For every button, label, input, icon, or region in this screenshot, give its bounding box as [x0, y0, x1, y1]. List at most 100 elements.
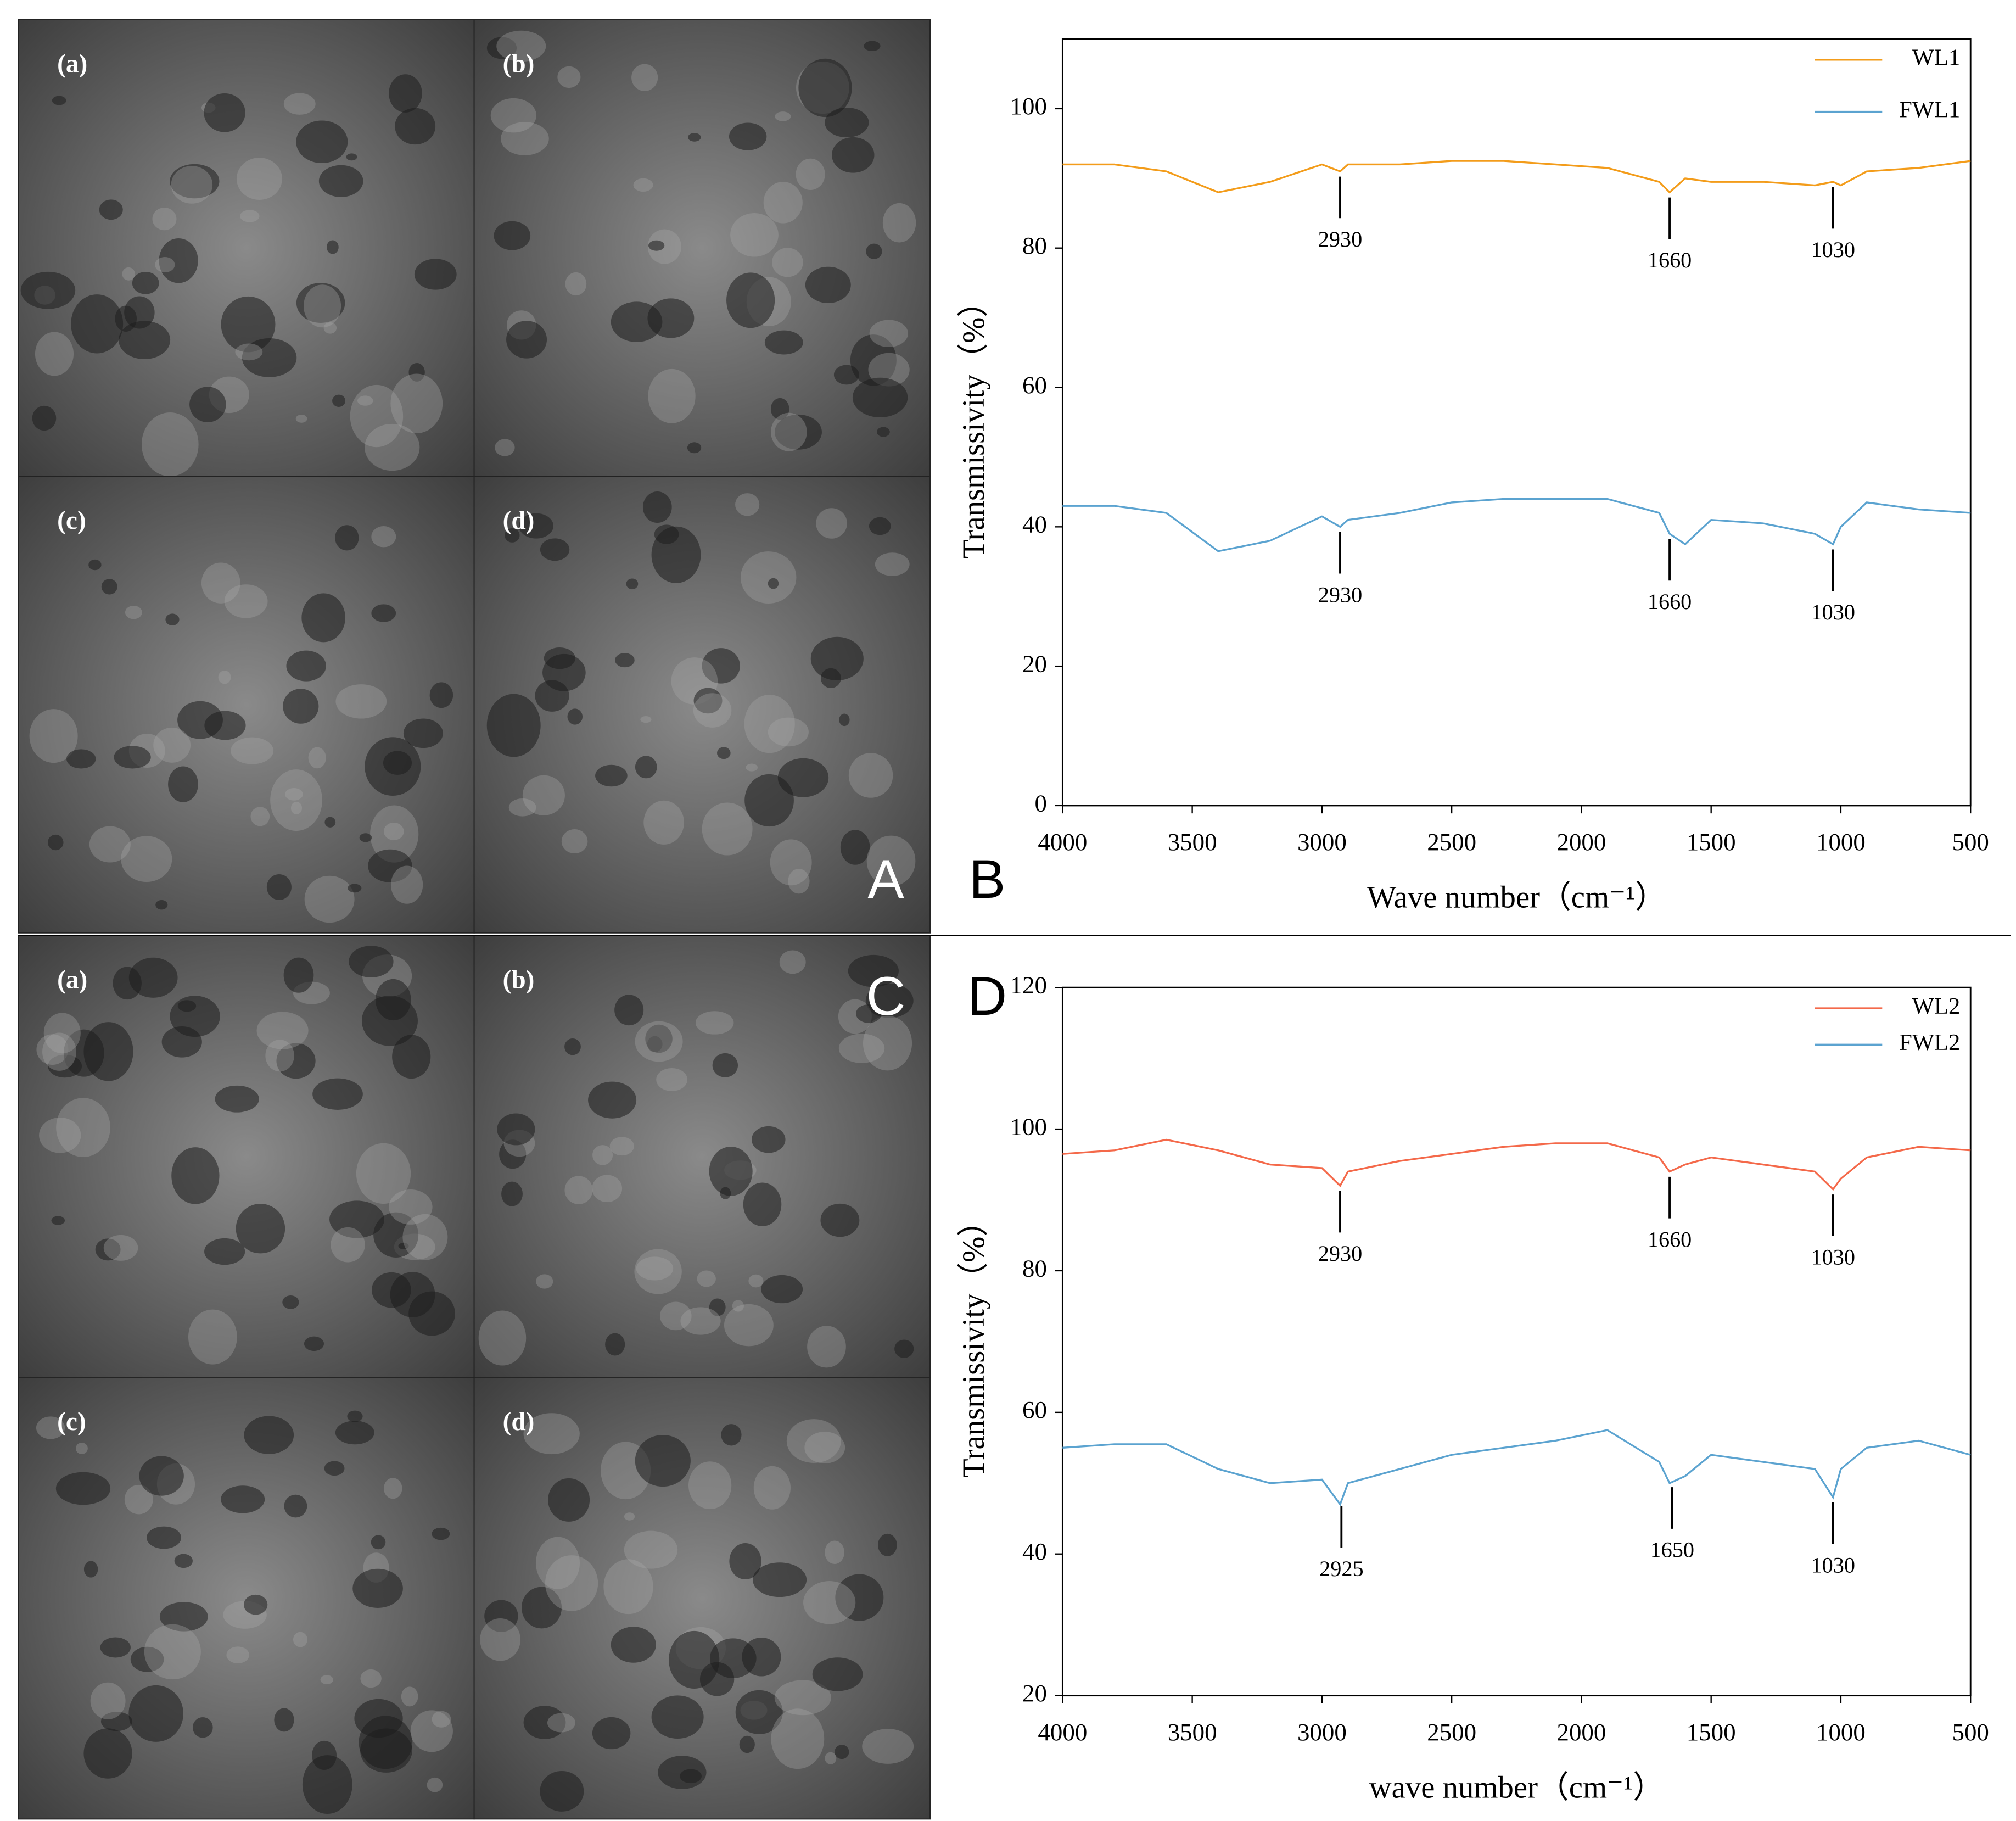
peak-label: 1030 — [1811, 1245, 1855, 1270]
sem-texture — [427, 1777, 443, 1792]
sem-texture — [866, 243, 882, 259]
sem-images: (a) (b) (c) (d) A (a) (b) (c) (d) C — [18, 19, 931, 1820]
sem-texture — [496, 30, 546, 62]
sem-texture — [121, 836, 172, 882]
sem-texture — [687, 133, 701, 142]
sem-texture — [357, 395, 373, 406]
x-axis-label: wave number（cm⁻¹） — [1369, 1770, 1664, 1805]
sem-texture — [635, 1434, 691, 1487]
y-tick-label: 100 — [1010, 92, 1047, 120]
sem-texture — [119, 321, 171, 359]
sem-texture — [804, 1432, 845, 1463]
sem-texture — [132, 272, 159, 294]
peak-label: 1660 — [1648, 248, 1692, 272]
sem-texture — [242, 338, 297, 377]
panel-label: C — [866, 966, 906, 1027]
chart: D 20 40 60 80 100 120 4000 3500 3000 2500 2000 1500 1… — [956, 966, 1989, 1805]
sem-texture — [490, 98, 536, 133]
sem-texture — [395, 108, 436, 145]
sem-texture — [390, 373, 443, 434]
sem-image-label: (c) — [57, 506, 86, 535]
sem-texture — [614, 995, 644, 1026]
sem-texture — [536, 1537, 580, 1589]
sem-texture — [680, 1307, 721, 1335]
sem-texture — [204, 93, 245, 132]
sem-texture — [99, 199, 123, 220]
sem-texture — [36, 1034, 69, 1065]
sem-texture — [752, 1126, 786, 1153]
sem-texture — [635, 1021, 683, 1062]
sem-texture — [360, 1669, 382, 1688]
sem-texture — [350, 384, 404, 448]
sem-texture — [567, 708, 583, 725]
sem-texture — [835, 1745, 849, 1759]
sem-texture — [304, 875, 355, 923]
sem-texture — [323, 322, 337, 334]
x-tick-label: 4000 — [1038, 828, 1087, 856]
sem-texture — [171, 166, 213, 204]
sem-texture — [716, 747, 731, 759]
sem-texture — [635, 756, 657, 779]
sem-texture — [274, 1708, 294, 1732]
sem-texture — [215, 1085, 259, 1113]
sem-image-label: (c) — [57, 1407, 86, 1436]
sem-texture — [693, 688, 723, 714]
sem-texture — [615, 653, 635, 668]
sem-texture — [29, 709, 78, 763]
sem-texture — [588, 1081, 637, 1119]
sem-texture — [862, 1729, 914, 1764]
sem-texture — [165, 613, 180, 625]
sem-texture — [283, 93, 316, 115]
sem-texture — [547, 1713, 575, 1733]
x-tick-label: 4000 — [1038, 1718, 1087, 1746]
sem-texture — [695, 1011, 734, 1035]
series-line — [1062, 160, 1971, 194]
sem-texture — [640, 716, 652, 723]
y-axis-label: Transmissivity（%） — [956, 1205, 991, 1478]
x-tick-label: 1500 — [1687, 828, 1736, 856]
sem-texture — [624, 1512, 635, 1521]
sem-texture — [812, 1657, 863, 1691]
sem-texture — [335, 1421, 374, 1445]
sem-image-label: (a) — [57, 50, 87, 79]
sem-texture — [103, 1235, 138, 1261]
sem-texture — [95, 1238, 121, 1261]
sem-texture — [282, 1295, 299, 1309]
sem-texture — [739, 1735, 755, 1753]
sem-texture — [55, 1472, 111, 1505]
peak-label: 2930 — [1318, 1241, 1362, 1266]
sem-texture — [371, 526, 396, 548]
sem-texture — [771, 1708, 825, 1769]
sem-texture — [365, 423, 420, 471]
sem-texture — [748, 1274, 764, 1288]
sem-texture — [508, 798, 536, 817]
x-tick-label: 1500 — [1687, 1718, 1736, 1746]
sem-texture — [850, 334, 897, 386]
sem-texture — [709, 1146, 753, 1196]
sem-texture — [688, 1461, 732, 1510]
sem-texture — [231, 737, 274, 764]
sem-texture — [522, 1587, 562, 1629]
sem-texture — [256, 1012, 309, 1049]
sem-texture — [155, 900, 168, 910]
y-tick-label: 40 — [1022, 511, 1047, 538]
sem-texture — [786, 1419, 841, 1463]
sem-texture — [645, 1024, 673, 1053]
x-tick-label: 3500 — [1168, 828, 1217, 856]
sem-texture — [324, 817, 336, 828]
y-tick-label: 60 — [1022, 371, 1047, 399]
sem-texture — [486, 37, 517, 59]
sem-texture — [346, 153, 357, 161]
sem-texture — [335, 684, 387, 719]
sem-texture — [712, 1053, 738, 1077]
sem-texture — [740, 551, 797, 604]
sem-texture — [370, 805, 419, 863]
sem-texture — [687, 442, 702, 454]
x-tick-label: 2000 — [1556, 1718, 1606, 1746]
sem-texture — [283, 689, 319, 724]
sem-texture — [833, 365, 859, 385]
legend-label: WL1 — [1912, 45, 1961, 71]
sem-texture — [324, 1461, 345, 1476]
sem-texture — [188, 1309, 237, 1365]
